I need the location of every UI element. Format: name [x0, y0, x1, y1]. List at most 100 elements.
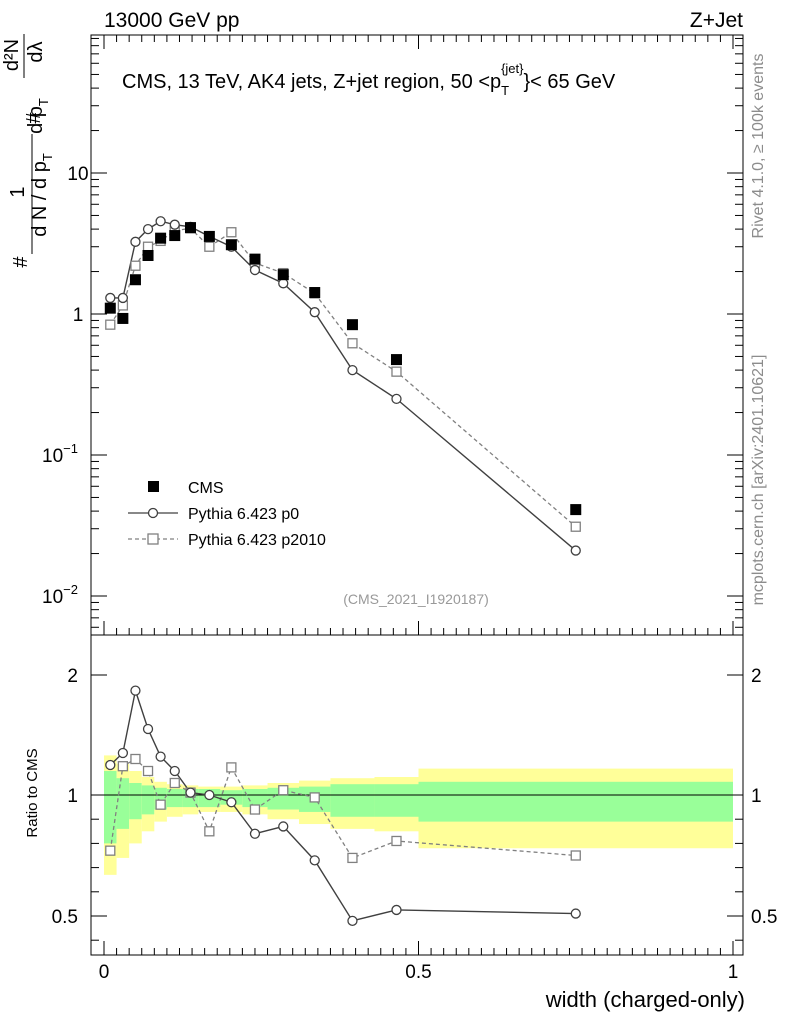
- title-p: p: [490, 71, 501, 93]
- legend-p0-label: Pythia 6.423 p0: [188, 506, 299, 523]
- ratio-stat-band: [116, 778, 130, 829]
- p2010-point: [142, 241, 154, 252]
- ratio-p0-point: [570, 908, 581, 919]
- ratio-p0-point: [130, 685, 141, 696]
- header-left: 13000 GeV pp: [104, 9, 239, 32]
- ratio-p0-point: [105, 759, 116, 771]
- ratio-p2010-point: [204, 826, 215, 837]
- ratio-p2010-point: [249, 804, 261, 815]
- ratio-y-tick-label-left: 0.5: [52, 907, 78, 928]
- ratio-y-tick-label-right: 1: [751, 786, 762, 807]
- ratio-y-tick-label-left: 1: [67, 786, 78, 807]
- ratio-p2010-point: [570, 850, 581, 861]
- x-axis: 0 0.5 1: [99, 35, 739, 983]
- ylabel-dl: dλ: [25, 41, 47, 62]
- main-y-ticks: 10 1 10−1 10−2: [42, 37, 743, 628]
- ratio-p2010-point: [117, 761, 129, 772]
- p2010-point: [204, 241, 215, 252]
- main-y-tick-label: 1: [73, 305, 84, 326]
- title-post: }< 65 GeV: [524, 71, 616, 93]
- cms-point: [346, 319, 358, 331]
- p2010-point: [226, 227, 237, 238]
- p2010-line: [109, 227, 577, 528]
- ylabel-hash1: #: [10, 256, 32, 268]
- ratio-p2010-point: [391, 835, 402, 847]
- p0-line: [110, 220, 577, 552]
- p0-point: [105, 292, 116, 304]
- ratio-y-tick-label-right: 0.5: [751, 907, 777, 928]
- title-sup: {jet}: [501, 61, 524, 76]
- main-y-axis-label: # 1 d N / d pT # d²N d pT dλ: [1, 34, 55, 268]
- legend-p2010-marker: [147, 533, 159, 545]
- x-tick-label: 0: [99, 962, 110, 983]
- p0-point: [309, 307, 320, 318]
- ratio-stat-band: [166, 789, 183, 808]
- cms-point: [117, 312, 129, 324]
- cms-point: [169, 230, 181, 242]
- p0-point: [570, 545, 581, 556]
- ratio-series: [105, 685, 581, 926]
- ratio-p2010-point: [309, 792, 320, 803]
- ratio-stat-band: [129, 783, 142, 820]
- cms-point: [142, 249, 154, 261]
- cms-point: [203, 230, 215, 242]
- main-y-tick-label: 10: [67, 164, 88, 185]
- ratio-p0-point: [309, 855, 320, 866]
- main-y-tick-label: 10−1: [42, 441, 78, 467]
- ylabel-d2n: d²N: [1, 39, 23, 71]
- main-series: [104, 216, 582, 556]
- mcplots-label: mcplots.cern.ch [arXiv:2401.10621]: [750, 355, 767, 606]
- p0-point: [142, 223, 154, 235]
- ratio-p2010-point: [347, 852, 358, 864]
- p2010-point: [105, 319, 116, 330]
- cms-point: [277, 269, 289, 281]
- legend-p2010-label: Pythia 6.423 p2010: [188, 532, 326, 549]
- cms-point: [390, 354, 402, 366]
- ylabel-dpt: d pT: [25, 98, 51, 134]
- watermark: (CMS_2021_I1920187): [343, 591, 489, 607]
- cms-point: [570, 504, 582, 516]
- ratio-p2010-point: [130, 753, 141, 765]
- rivet-label: Rivet 4.1.0, ≥ 100k events: [750, 54, 767, 239]
- cms-point: [155, 232, 167, 244]
- ratio-p0-point: [226, 797, 237, 808]
- p0-point: [249, 264, 261, 276]
- cms-point: [225, 239, 237, 251]
- main-panel: 10 1 10−1 10−2 CMS, 13 TeV, AK4 jets, Z+jet…: [1, 34, 744, 636]
- cms-point: [309, 287, 321, 299]
- x-tick-label: 1: [728, 962, 739, 983]
- title-sub: T: [501, 83, 509, 98]
- ylabel-dn: d N / d pT: [29, 153, 55, 237]
- ylabel-hash2: #: [23, 112, 45, 124]
- p0-point: [130, 236, 141, 247]
- ratio-p0-point: [155, 751, 166, 762]
- legend-cms-marker: [148, 481, 159, 492]
- p0-point: [169, 219, 180, 230]
- ratio-p0-point: [347, 915, 358, 926]
- cms-point: [249, 253, 261, 265]
- header-right: Z+Jet: [690, 9, 743, 32]
- ratio-p2010-point: [226, 762, 237, 773]
- ratio-p0-point: [204, 789, 215, 801]
- p0-point: [347, 364, 358, 376]
- ratio-y-axis-label: Ratio to CMS: [24, 748, 41, 837]
- ratio-y-tick-label-left: 2: [67, 666, 78, 687]
- cms-point: [104, 302, 116, 314]
- ratio-p2010-point: [142, 765, 154, 777]
- p2010-point: [130, 260, 141, 271]
- p0-point: [117, 292, 129, 304]
- ratio-stat-band: [374, 784, 419, 817]
- ratio-stat-band: [104, 771, 117, 844]
- ratio-p0-point: [169, 765, 180, 777]
- ratio-p0-point: [278, 821, 289, 832]
- ratio-p2010-point: [278, 785, 289, 796]
- ratio-y-ticks: 0.5 0.5 1 1 2 2: [52, 666, 777, 941]
- x-axis-label: width (charged-only): [545, 987, 745, 1012]
- ratio-stat-band: [141, 785, 155, 815]
- ratio-p2010-point: [105, 845, 116, 856]
- p2010-point: [347, 338, 358, 349]
- legend: CMS Pythia 6.423 p0 Pythia 6.423 p2010: [128, 480, 326, 549]
- ratio-panel: 0.5 0.5 1 1 2 2 Ratio to CMS: [24, 634, 777, 956]
- ratio-p0-point: [391, 904, 402, 916]
